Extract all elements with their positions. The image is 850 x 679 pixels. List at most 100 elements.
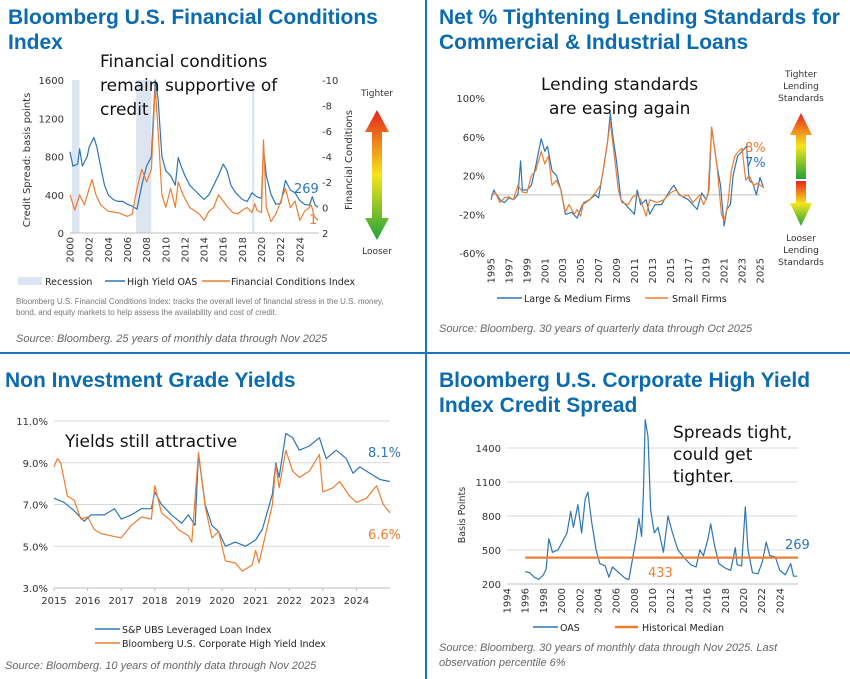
end-label-small: 8%: [745, 141, 766, 156]
y2-tick-label: -6: [322, 127, 332, 138]
annotation-text: could get: [673, 445, 753, 465]
annotation-text: Yields still attractive: [64, 432, 237, 452]
y-tick-label: 1600: [39, 76, 64, 87]
x-tick-label: 2017: [684, 258, 695, 283]
x-tick-label: 1999: [522, 258, 533, 283]
title-line: Bloomberg U.S. Financial Conditions: [8, 6, 378, 29]
x-tick-label: 2010: [648, 588, 659, 613]
recession-band: [71, 80, 80, 233]
panel-2-source: Source: Bloomberg. 30 years of quarterly…: [439, 323, 753, 335]
arrow-label-tighter: Tighter: [784, 70, 817, 80]
panel-1-note: Bloomberg U.S. Financial Conditions Inde…: [16, 297, 384, 317]
end-label-oas: 269: [785, 538, 810, 553]
title-line: Non Investment Grade Yields: [5, 369, 296, 392]
looser-arrow-icon: [790, 181, 812, 226]
series-line-oas: [525, 419, 798, 581]
x-tick-label: 2013: [648, 258, 659, 283]
x-tick-label: 2015: [41, 596, 66, 607]
end-label-large: 7%: [745, 156, 766, 171]
x-tick-label: 2014: [200, 237, 211, 262]
legend-label: Bloomberg U.S. Corporate High Yield Inde…: [122, 639, 326, 650]
x-tick-label: 2000: [557, 588, 568, 613]
recession-band: [251, 80, 255, 233]
x-tick-label: 2016: [219, 237, 230, 262]
y-tick-label: 5.0%: [23, 542, 48, 553]
y-tick-label: 800: [45, 153, 64, 164]
panel-1-source: Source: Bloomberg. 25 years of monthly d…: [16, 333, 328, 345]
y-tick-label: 60%: [463, 133, 485, 144]
y2-tick-label: -10: [322, 76, 338, 87]
x-tick-label: 2008: [630, 588, 641, 613]
x-tick-label: 2024: [295, 237, 306, 262]
x-tick-label: 2016: [75, 596, 100, 607]
x-tick-label: 2002: [575, 588, 586, 613]
legend-label: High Yield OAS: [127, 277, 197, 288]
arrow-label-tighter: Tighter: [360, 89, 393, 99]
x-tick-label: 2003: [558, 258, 569, 283]
title-line: Commercial & Industrial Loans: [439, 31, 749, 54]
series-line-bloomberg-u-s-corporate-high-yield-index: [53, 449, 391, 572]
x-tick-label: 2004: [593, 588, 604, 613]
title-line: Index Credit Spread: [439, 394, 638, 417]
x-tick-label: 2018: [721, 588, 732, 613]
legend-label: Small Firms: [672, 294, 727, 305]
source-line: observation percentile 6%: [439, 657, 566, 669]
x-tick-label: 2014: [684, 588, 695, 613]
arrow-label-tighter: Lending: [783, 82, 819, 92]
x-tick-label: 2006: [612, 588, 623, 613]
series-line-small-firms: [490, 121, 764, 222]
annotation-text: Spreads tight,: [673, 423, 792, 443]
x-tick-label: 2016: [703, 588, 714, 613]
y2-tick-label: -8: [322, 102, 332, 113]
y2-tick-label: 2: [322, 229, 328, 240]
arrow-label-tighter: Standards: [778, 94, 824, 104]
legend-label: OAS: [560, 623, 580, 634]
x-tick-label: 2023: [310, 596, 335, 607]
y-tick-label: 800: [482, 512, 501, 523]
x-tick-label: 2018: [238, 237, 249, 262]
series-line-high-yield-oas: [69, 79, 319, 210]
x-tick-label: 2018: [142, 596, 167, 607]
annotation-text: remain supportive of: [100, 76, 278, 96]
x-tick-label: 2020: [739, 588, 750, 613]
x-tick-label: 2008: [142, 237, 153, 262]
legend-label: Large & Medium Firms: [524, 294, 631, 305]
x-tick-label: 2012: [666, 588, 677, 613]
legend-label: Historical Median: [642, 623, 724, 634]
y-tick-label: 200: [482, 580, 501, 591]
annotation-text: Financial conditions: [100, 52, 267, 72]
arrow-label-looser: Looser: [786, 234, 816, 244]
y2-tick-label: -2: [322, 178, 332, 189]
y-tick-label: 100%: [456, 94, 485, 105]
y2-axis-title: Financial Conditions: [344, 110, 355, 210]
y-tick-label: 400: [45, 191, 64, 202]
x-tick-label: 2012: [180, 237, 191, 262]
x-tick-label: 1994: [503, 588, 514, 613]
x-tick-label: 2004: [104, 237, 115, 262]
x-tick-label: 2005: [576, 258, 587, 283]
end-label-hy: 6.6%: [368, 528, 401, 543]
end-label-oas: 269: [294, 182, 319, 197]
x-tick-label: 2023: [738, 258, 749, 283]
panel-1-title: Bloomberg U.S. Financial Conditions Inde…: [8, 5, 378, 55]
tighter-arrow-icon: [790, 113, 812, 179]
y-tick-label: 500: [482, 546, 501, 557]
x-tick-label: 2002: [85, 237, 96, 262]
horizontal-divider: [0, 352, 850, 354]
y-axis-title: Basis Points: [457, 487, 468, 543]
arrow-label-looser: Lending: [783, 246, 819, 256]
title-line: Index: [8, 31, 63, 54]
panel-3-title: Non Investment Grade Yields: [5, 368, 296, 393]
y2-tick-label: -4: [322, 153, 332, 164]
x-tick-label: 1995: [487, 258, 498, 283]
x-tick-label: 1998: [539, 588, 550, 613]
annotation-text: credit: [100, 100, 149, 120]
y-tick-label: 9.0%: [23, 459, 48, 470]
legend-swatch-recession: [18, 277, 42, 285]
x-tick-label: 2006: [123, 237, 134, 262]
annotation-text: tighter.: [673, 467, 734, 487]
legend-label: S&P UBS Leveraged Loan Index: [122, 625, 272, 636]
y-tick-label: 1100: [476, 478, 501, 489]
y-tick-label: 3.0%: [23, 584, 48, 595]
x-tick-label: 2011: [630, 258, 641, 283]
